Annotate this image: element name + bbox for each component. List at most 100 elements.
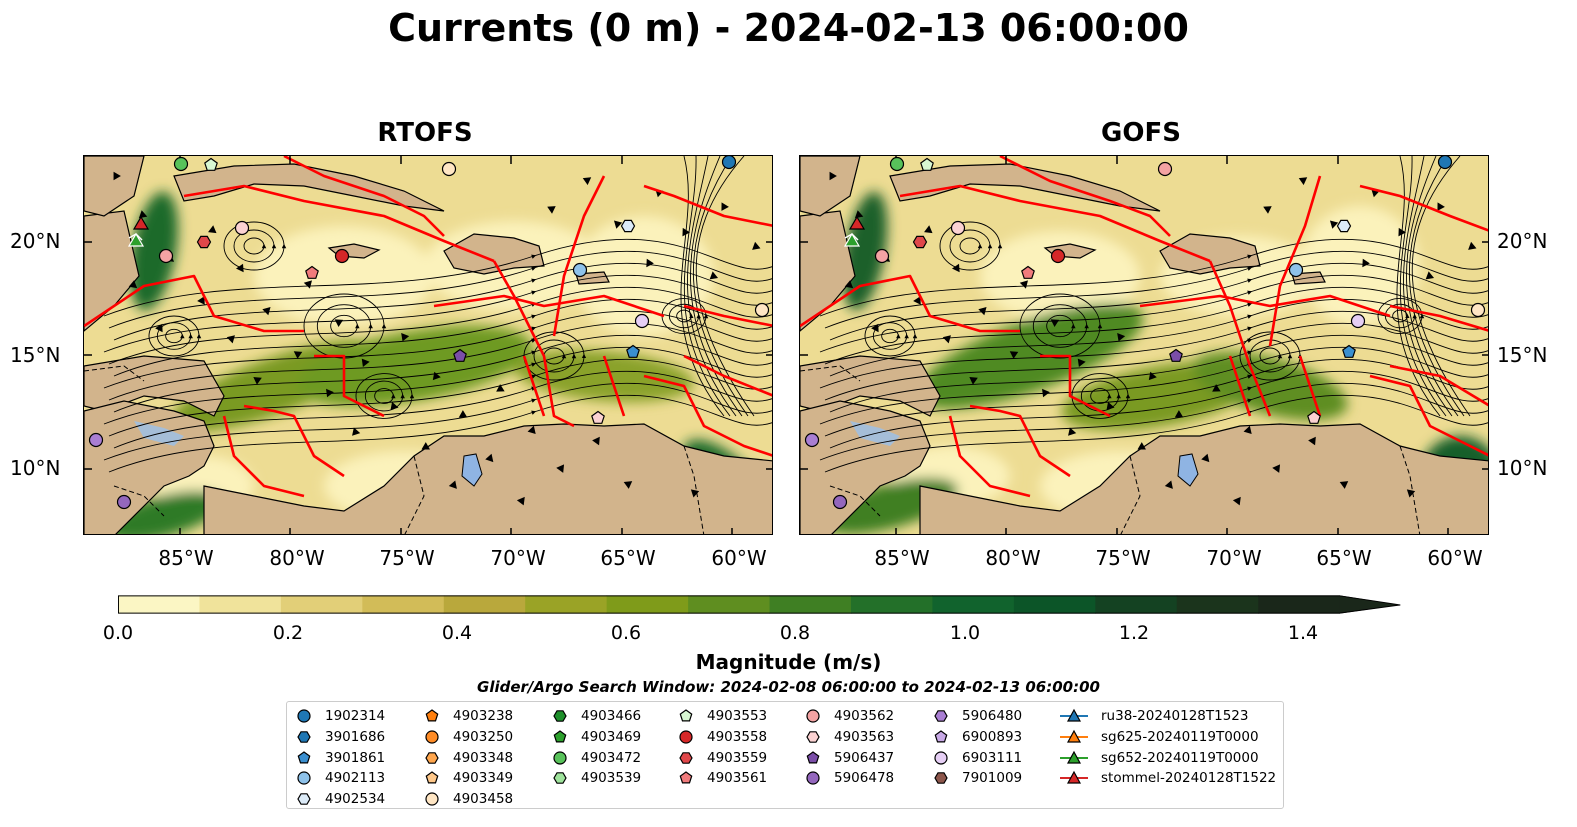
legend-marker <box>425 730 439 744</box>
streamline-arrow <box>1174 410 1184 418</box>
legend-label: 4903458 <box>453 791 514 808</box>
streamline-arrow <box>1406 489 1416 498</box>
streamline <box>1046 314 1076 338</box>
streamline-arrow <box>1272 464 1281 473</box>
legend-marker <box>934 751 948 765</box>
streamline-arrow <box>709 271 719 280</box>
float-marker <box>1342 344 1356 358</box>
land-mass <box>919 423 1488 534</box>
streamline-arrow <box>432 371 441 381</box>
map-gofs[interactable] <box>799 155 1489 535</box>
legend-marker <box>679 709 693 722</box>
streamline <box>148 315 202 357</box>
streamline <box>959 237 983 255</box>
eez-line <box>1139 294 1391 318</box>
streamline <box>829 298 1488 377</box>
legend-column: 1902314 3901686 3901861 4902113 4902534 <box>295 706 385 809</box>
legend-marker <box>806 709 820 723</box>
legend-triangle <box>1066 771 1082 785</box>
float-marker <box>173 156 189 172</box>
streamline <box>1071 373 1131 419</box>
legend-item: 5906480 <box>932 706 1022 727</box>
streamline <box>543 347 567 365</box>
legend-item: 4903466 <box>551 706 641 727</box>
legend-label: 4903563 <box>834 729 895 746</box>
land-mass <box>800 400 931 534</box>
glider-track <box>844 233 859 241</box>
streamline <box>1396 156 1441 417</box>
eez-line <box>183 184 495 263</box>
streamline-arrow <box>690 489 700 498</box>
country-border <box>683 445 705 534</box>
legend-marker <box>297 731 311 743</box>
legend-label: 6903111 <box>962 749 1023 766</box>
streamline <box>693 156 749 417</box>
legend-marker <box>297 709 311 723</box>
map-rtofs[interactable] <box>83 155 773 535</box>
map-gofs-canvas <box>800 156 1488 534</box>
lat-label-10n-left: 10°N <box>10 456 61 480</box>
streamline-arrow <box>844 280 854 289</box>
legend-marker-icon <box>297 750 311 764</box>
streamline-arrow <box>253 377 262 385</box>
eez-line <box>948 415 1031 498</box>
streamline <box>108 358 772 437</box>
streamline <box>680 156 725 417</box>
legend-marker-icon <box>425 709 439 722</box>
glider-track <box>128 233 143 241</box>
legend-marker <box>806 771 820 786</box>
colorbar-segment <box>525 595 608 614</box>
land-mass <box>203 423 772 534</box>
streamline <box>1090 388 1112 404</box>
colorbar-segment <box>688 595 771 614</box>
country-border <box>404 455 425 534</box>
legend-marker <box>425 792 439 806</box>
legend-marker-icon <box>679 751 693 764</box>
streamline <box>1399 156 1447 417</box>
float-marker <box>204 157 218 171</box>
map-rtofs-canvas <box>84 156 772 534</box>
streamline <box>864 315 918 357</box>
streamline-arrow <box>1077 358 1086 367</box>
streamline-arrow <box>361 358 370 367</box>
legend-marker <box>934 772 948 785</box>
eez-line <box>683 304 772 397</box>
streamline-arrow <box>401 333 410 342</box>
colorbar-segment <box>1176 595 1259 614</box>
legend-item: 4903562 <box>804 706 894 727</box>
streamline <box>824 358 1488 437</box>
legend-marker-icon <box>297 731 311 743</box>
streamline-arrow <box>556 464 565 473</box>
streamline <box>690 156 743 417</box>
colorbar-tick-2: 0.4 <box>441 622 473 644</box>
streamline-arrow <box>128 280 138 289</box>
float-marker <box>234 220 250 236</box>
colorbar-segment <box>606 595 689 614</box>
streamline <box>1019 293 1103 359</box>
lon-label-gofs-80w: 80°W <box>985 546 1041 570</box>
legend-marker-icon <box>425 730 439 744</box>
eez-boundaries <box>800 156 1488 498</box>
streamline <box>1403 156 1453 417</box>
streamline <box>316 304 373 348</box>
float-marker <box>453 348 467 362</box>
float-marker <box>591 410 605 424</box>
country-border <box>84 365 145 382</box>
colorbar-segment <box>118 595 200 614</box>
glider-tracks <box>127 215 150 247</box>
legend-marker <box>553 730 567 743</box>
streamline <box>113 298 772 377</box>
legend-label: 4903466 <box>581 708 642 725</box>
legend-column: ru38-20240128T1523 sg625-20240119T0000 sg6… <box>1059 706 1276 789</box>
streamline <box>819 238 1488 317</box>
colorbar-segment <box>850 595 933 614</box>
streamline-arrow <box>913 296 921 305</box>
legend-label: 4903349 <box>453 770 514 787</box>
streamline <box>243 237 267 255</box>
float-marker <box>116 494 132 510</box>
glider-stommel-marker <box>848 215 866 230</box>
streamline-arrow <box>1263 206 1272 214</box>
legend-marker <box>679 751 693 764</box>
streamline <box>819 310 1488 389</box>
lon-label-rtofs-70w: 70°W <box>490 546 546 570</box>
